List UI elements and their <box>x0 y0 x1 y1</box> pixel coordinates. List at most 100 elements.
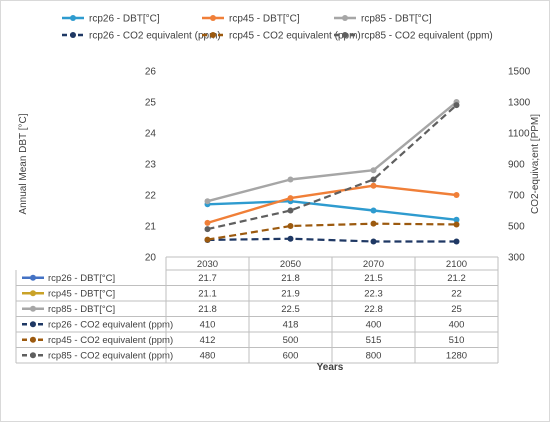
category-label: 2050 <box>280 259 301 270</box>
table-cell: 412 <box>200 335 216 346</box>
table-cell: 25 <box>451 304 462 315</box>
right-axis-title: CO2-equiva;ent [PPM] <box>530 114 541 214</box>
legend-item-rcp26-dbt-c[interactable]: rcp26 - DBT[°C] <box>62 14 160 25</box>
legend-item-rcp45-dbt-c[interactable]: rcp45 - DBT[°C] <box>202 14 300 25</box>
category-label: 2030 <box>197 259 218 270</box>
data-point-rcp85-co2-equivalent-ppm <box>287 207 294 214</box>
legend-marker <box>210 15 216 21</box>
table-cell: 21.2 <box>447 273 466 284</box>
table-marker-dot <box>30 290 36 297</box>
series-line-rcp85-dbt-c <box>207 101 458 203</box>
legend-item-rcp85-dbt-c[interactable]: rcp85 - DBT[°C] <box>334 14 432 25</box>
right-tick-label: 1300 <box>508 98 531 109</box>
category-label: 2070 <box>363 259 384 270</box>
series-line-rcp26-co2-equivalent-ppm <box>207 237 457 243</box>
data-point-rcp26-dbt-c <box>453 216 460 223</box>
data-point-rcp45-co2-equivalent-ppm <box>453 221 460 228</box>
legend-marker <box>342 15 348 21</box>
series-line-rcp26-dbt-c <box>207 199 457 221</box>
left-tick-label: 21 <box>145 222 157 233</box>
table-marker-dot <box>30 305 36 312</box>
table-series-name: rcp45 - CO2 equivalent (ppm) <box>48 335 173 346</box>
table-cell: 21.8 <box>281 273 300 284</box>
data-point-rcp45-dbt-c <box>370 182 377 189</box>
right-tick-label: 500 <box>508 222 525 233</box>
data-point-rcp85-dbt-c <box>287 176 294 183</box>
table-marker-dot <box>30 274 36 281</box>
data-point-rcp45-dbt-c <box>453 192 460 198</box>
data-point-rcp85-co2-equivalent-ppm <box>204 226 211 233</box>
data-point-rcp85-co2-equivalent-ppm <box>370 176 377 183</box>
legend-item-rcp45-co2-equivalent-ppm[interactable]: rcp45 - CO2 equivalent (ppm) <box>202 31 361 42</box>
table-cell: 510 <box>449 335 465 346</box>
left-tick-label: 24 <box>145 129 157 140</box>
right-tick-label: 700 <box>508 191 525 202</box>
table-cell: 400 <box>449 320 465 331</box>
left-y-axis: 20 21 22 23 24 25 26 <box>145 67 157 264</box>
category-label: 2100 <box>446 259 467 270</box>
left-tick-label: 26 <box>145 67 157 78</box>
table-cell: 21.7 <box>198 273 217 284</box>
table-cell: 600 <box>283 351 299 362</box>
data-point-rcp45-co2-equivalent-ppm <box>204 236 211 243</box>
table-cell: 800 <box>366 351 382 362</box>
table-cell: 1280 <box>446 351 467 362</box>
x-axis-title: Years <box>317 362 344 373</box>
table-cell: 22 <box>451 289 462 300</box>
right-tick-label: 900 <box>508 160 525 171</box>
data-point-rcp85-dbt-c <box>204 198 211 205</box>
legend-label: rcp45 - DBT[°C] <box>229 14 300 25</box>
right-y-axis: 300 500 700 900 1100 1300 1500 <box>508 67 531 264</box>
data-point-rcp45-dbt-c <box>204 219 211 226</box>
table-cell: 21.1 <box>198 289 217 300</box>
legend-label: rcp85 - CO2 equivalent (ppm) <box>361 31 493 42</box>
table-series-name: rcp26 - CO2 equivalent (ppm) <box>48 320 173 331</box>
table-series-name: rcp85 - DBT[°C] <box>48 304 115 315</box>
table-cell: 480 <box>200 351 216 362</box>
right-tick-label: 1500 <box>508 67 531 78</box>
left-tick-label: 20 <box>145 253 157 264</box>
left-tick-label: 23 <box>145 160 157 171</box>
data-point-rcp26-co2-equivalent-ppm <box>287 235 294 242</box>
data-point-rcp26-dbt-c <box>370 207 377 214</box>
legend-item-rcp26-co2-equivalent-ppm[interactable]: rcp26 - CO2 equivalent (ppm) <box>62 31 221 42</box>
legend-label: rcp26 - DBT[°C] <box>89 14 160 25</box>
data-point-rcp85-dbt-c <box>370 167 377 174</box>
data-table: 2030 2050 2070 2100 rcp26 - DBT[°C] 21.7 21.8 2… <box>15 256 499 364</box>
data-point-rcp26-co2-equivalent-ppm <box>370 238 377 245</box>
table-cell: 418 <box>283 320 299 331</box>
table-cell: 22.3 <box>364 289 383 300</box>
table-cell: 21.8 <box>198 304 217 315</box>
legend-label: rcp45 - CO2 equivalent (ppm) <box>229 31 361 42</box>
legend-marker <box>70 32 76 38</box>
table-cell: 21.9 <box>281 289 300 300</box>
table-marker-dot <box>30 352 36 359</box>
table-cell: 22.5 <box>281 304 300 315</box>
table-cell: 21.5 <box>364 273 383 284</box>
table-cell: 500 <box>283 335 299 346</box>
table-cell: 400 <box>366 320 382 331</box>
table-series-name: rcp26 - DBT[°C] <box>48 273 115 284</box>
data-point-rcp45-co2-equivalent-ppm <box>370 220 377 227</box>
series-line-rcp45-co2-equivalent-ppm <box>207 222 457 241</box>
left-tick-label: 22 <box>145 191 157 202</box>
legend-item-rcp85-co2-equivalent-ppm[interactable]: rcp85 - CO2 equivalent (ppm) <box>334 31 493 42</box>
left-axis-title: Annual Mean DBT [°C] <box>18 113 29 214</box>
table-marker-dot <box>30 321 36 328</box>
right-tick-label: 300 <box>508 253 525 264</box>
series-lines <box>204 99 460 245</box>
data-point-rcp85-co2-equivalent-ppm <box>453 102 460 109</box>
legend-marker <box>342 32 348 38</box>
legend-marker <box>70 15 76 21</box>
data-point-rcp45-co2-equivalent-ppm <box>287 223 294 229</box>
series-line-rcp45-dbt-c <box>207 184 457 225</box>
table-cell: 22.8 <box>364 304 383 315</box>
table-cell: 410 <box>200 320 216 331</box>
legend-label: rcp26 - CO2 equivalent (ppm) <box>89 31 221 42</box>
table-series-name: rcp85 - CO2 equivalent (ppm) <box>48 351 173 362</box>
table-marker-dot <box>30 336 36 343</box>
data-point-rcp45-dbt-c <box>287 195 294 202</box>
table-cell: 515 <box>366 335 382 346</box>
